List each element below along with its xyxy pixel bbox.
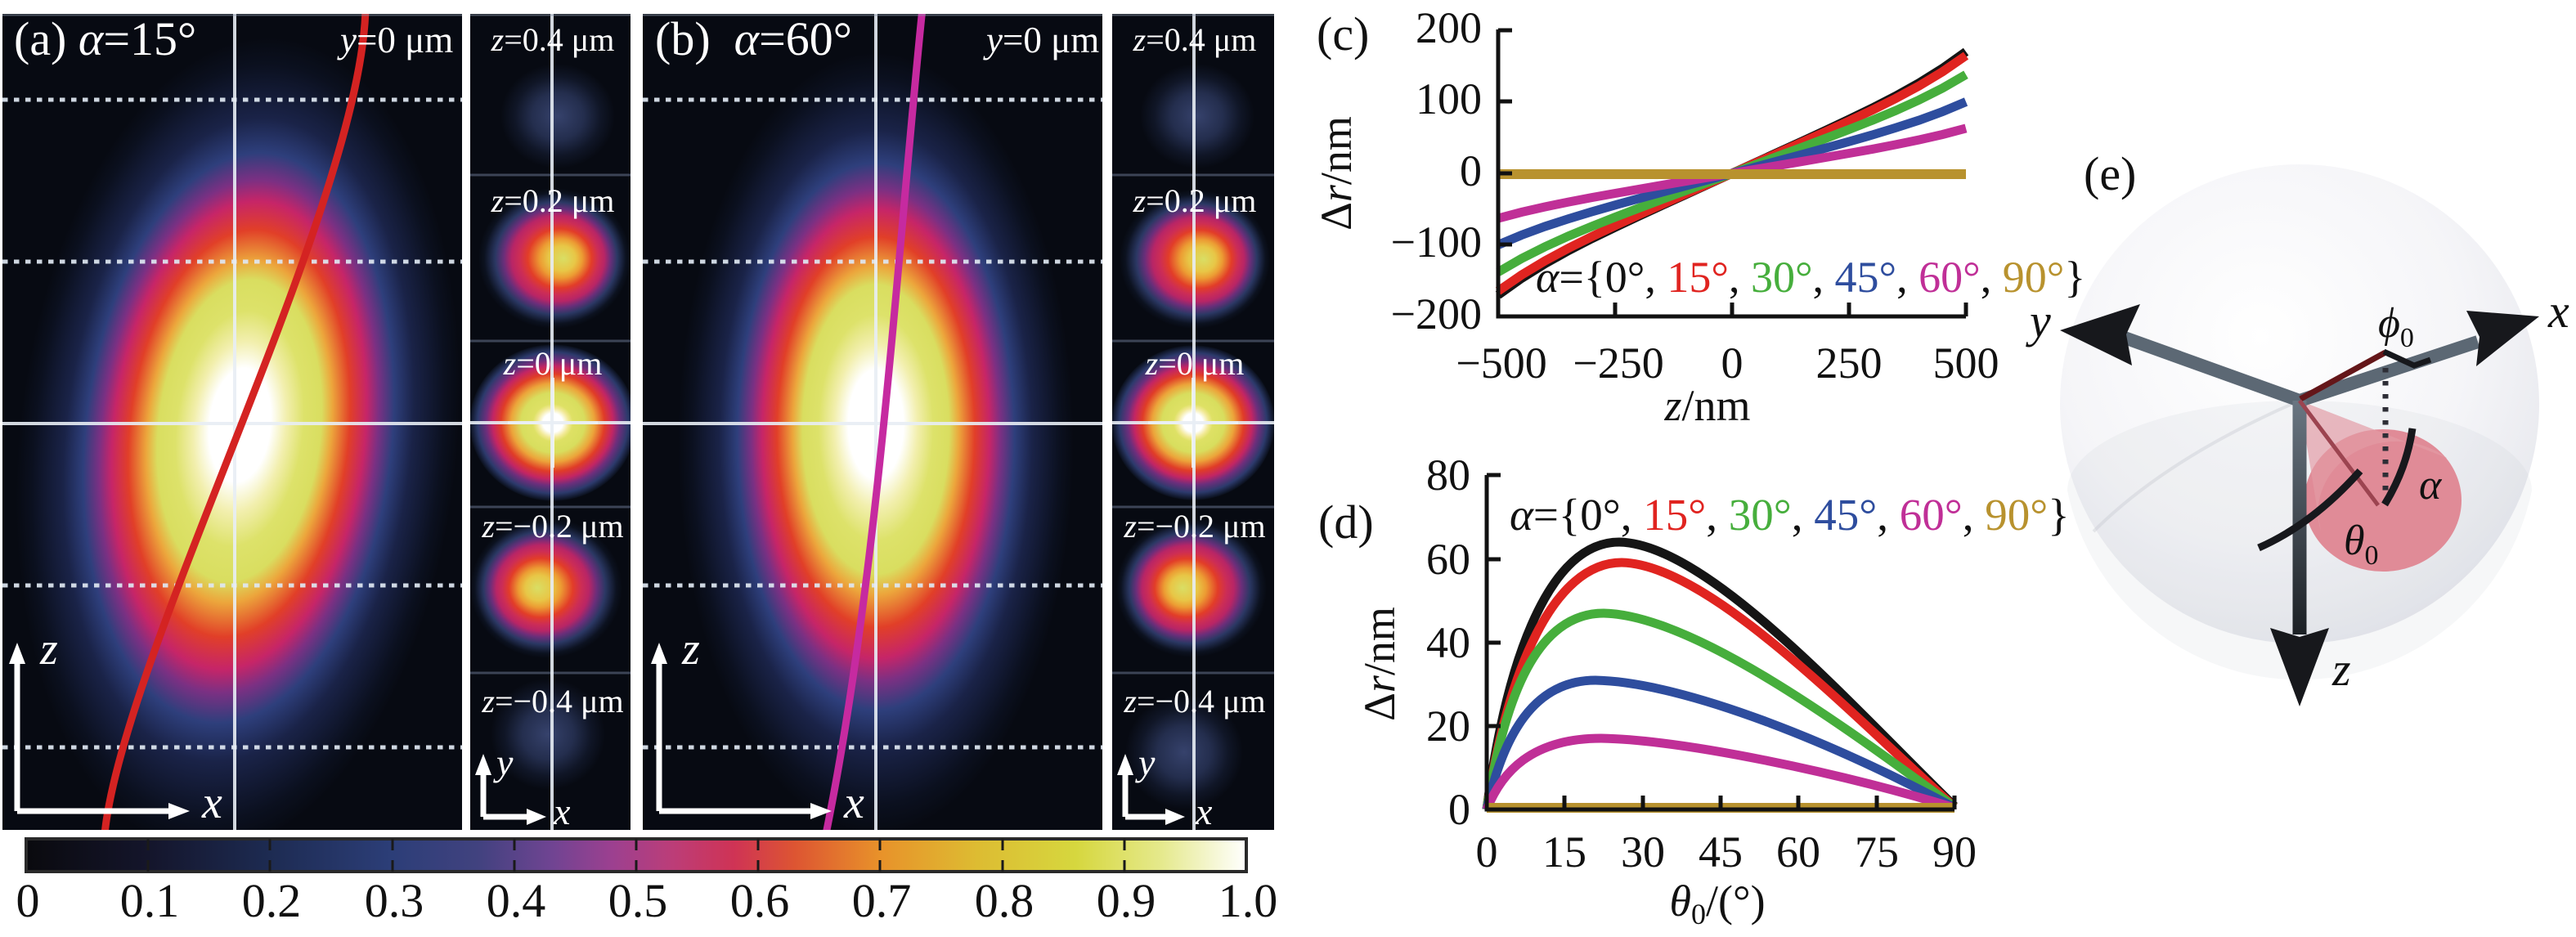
svg-text:15: 15 <box>1542 827 1586 876</box>
svg-text:0.5: 0.5 <box>608 874 668 927</box>
svg-text:z=−0.2 μm: z=−0.2 μm <box>1123 508 1265 545</box>
svg-text:α={0°, 15°, 30°, 45°, 60°, 90°: α={0°, 15°, 30°, 45°, 60°, 90°} <box>1510 490 2070 540</box>
svg-text:α={0°, 15°, 30°, 45°, 60°, 90°: α={0°, 15°, 30°, 45°, 60°, 90°} <box>1536 253 2085 302</box>
svg-text:z=−0.2 μm: z=−0.2 μm <box>481 508 623 545</box>
svg-text:200: 200 <box>1416 3 1482 52</box>
svg-text:0.3: 0.3 <box>365 874 424 927</box>
svg-text:30: 30 <box>1621 827 1665 876</box>
svg-text:z/nm: z/nm <box>1663 381 1750 430</box>
svg-text:x: x <box>1195 791 1213 832</box>
svg-text:45: 45 <box>1699 827 1743 876</box>
svg-text:z=0 μm: z=0 μm <box>1145 345 1245 382</box>
svg-text:0.6: 0.6 <box>730 874 790 927</box>
svg-text:(d): (d) <box>1318 495 1374 549</box>
svg-text:z=0.2 μm: z=0.2 μm <box>1133 182 1257 219</box>
svg-text:0: 0 <box>1721 338 1744 388</box>
svg-text:θ0: θ0 <box>2344 518 2379 571</box>
svg-text:250: 250 <box>1816 338 1883 388</box>
svg-text:−200: −200 <box>1391 289 1482 338</box>
svg-text:y=0 μm: y=0 μm <box>337 20 453 61</box>
svg-text:y=0 μm: y=0 μm <box>983 20 1099 61</box>
svg-text:α: α <box>2419 462 2443 509</box>
svg-text:x: x <box>2547 285 2569 338</box>
svg-text:1.0: 1.0 <box>1218 874 1278 927</box>
svg-text:0.7: 0.7 <box>852 874 912 927</box>
svg-text:0.8: 0.8 <box>975 874 1034 927</box>
svg-text:Δr/nm: Δr/nm <box>1355 607 1404 721</box>
svg-text:y: y <box>1135 742 1156 783</box>
svg-text:0.1: 0.1 <box>120 874 180 927</box>
svg-text:x: x <box>553 791 571 832</box>
svg-text:x: x <box>843 778 864 828</box>
svg-text:0: 0 <box>1460 146 1482 195</box>
svg-text:(c): (c) <box>1317 7 1369 61</box>
svg-text:75: 75 <box>1855 827 1899 876</box>
svg-text:0.2: 0.2 <box>242 874 302 927</box>
svg-text:z=−0.4 μm: z=−0.4 μm <box>481 683 623 720</box>
svg-text:x: x <box>201 778 222 828</box>
svg-text:θ0/(°): θ0/(°) <box>1669 876 1765 930</box>
svg-text:60: 60 <box>1426 535 1470 584</box>
svg-text:ϕ0: ϕ0 <box>2378 300 2414 353</box>
svg-text:40: 40 <box>1426 618 1470 667</box>
svg-text:−500: −500 <box>1456 338 1546 388</box>
svg-text:500: 500 <box>1933 338 1999 388</box>
svg-text:(e): (e) <box>2084 147 2136 200</box>
svg-text:80: 80 <box>1426 451 1470 500</box>
svg-text:(b) α=60°: (b) α=60° <box>655 12 852 65</box>
svg-text:z: z <box>39 624 58 675</box>
svg-text:0: 0 <box>16 874 40 927</box>
svg-text:y: y <box>493 742 514 783</box>
svg-text:z=0.4 μm: z=0.4 μm <box>491 21 615 58</box>
svg-text:y: y <box>2026 294 2051 347</box>
svg-text:z: z <box>681 624 700 675</box>
svg-text:0: 0 <box>1476 827 1498 876</box>
svg-text:60: 60 <box>1776 827 1820 876</box>
svg-text:Δr/nm: Δr/nm <box>1312 116 1361 231</box>
svg-text:z=0.4 μm: z=0.4 μm <box>1133 21 1257 58</box>
svg-text:−250: −250 <box>1573 338 1663 388</box>
svg-text:z: z <box>2331 643 2351 696</box>
svg-text:100: 100 <box>1416 74 1482 123</box>
svg-text:20: 20 <box>1426 702 1470 751</box>
svg-text:z=0 μm: z=0 μm <box>503 345 603 382</box>
svg-text:0: 0 <box>1448 785 1470 834</box>
svg-text:−100: −100 <box>1391 217 1482 267</box>
svg-text:z=−0.4 μm: z=−0.4 μm <box>1123 683 1265 720</box>
svg-text:0.4: 0.4 <box>487 874 546 927</box>
svg-text:90: 90 <box>1932 827 1977 876</box>
svg-text:z=0.2 μm: z=0.2 μm <box>491 182 615 219</box>
svg-text:0.9: 0.9 <box>1097 874 1156 927</box>
svg-text:(a) α=15°: (a) α=15° <box>14 12 196 65</box>
